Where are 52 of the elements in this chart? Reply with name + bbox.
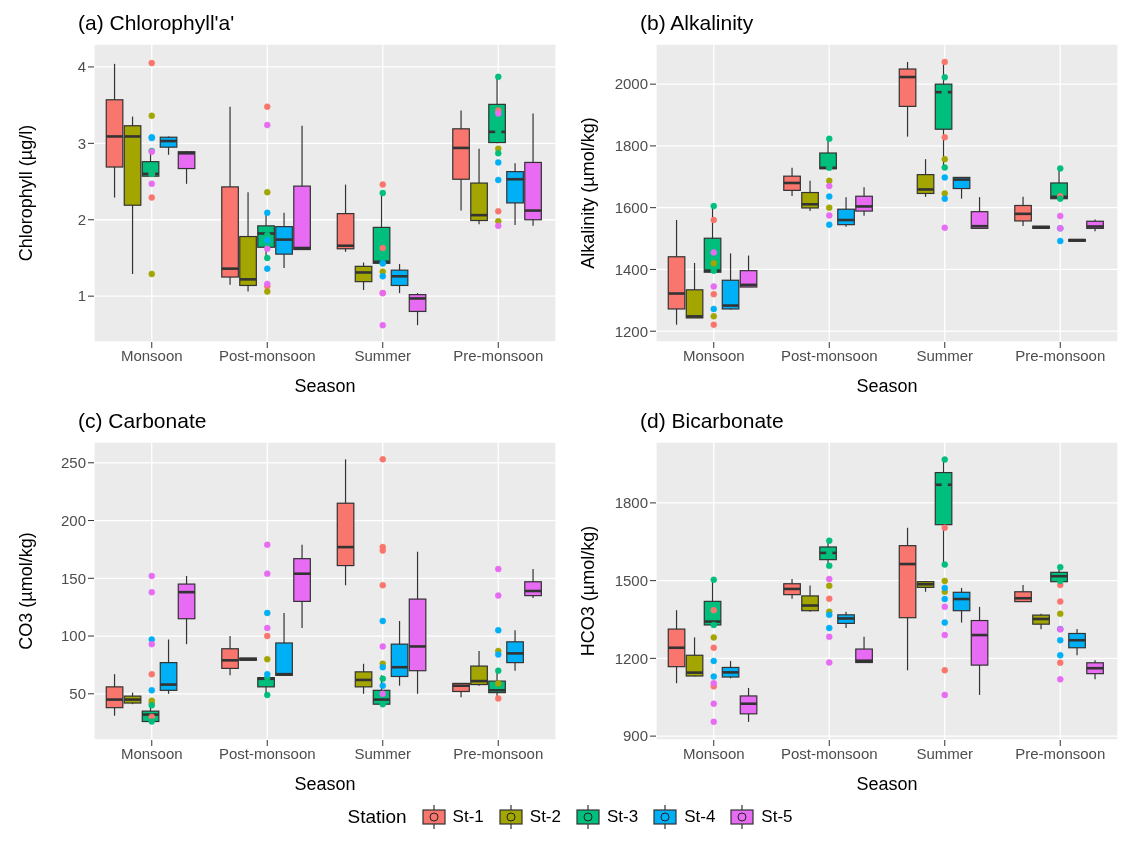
x-tick-label: Monsoon [120,346,183,364]
x-tick-label: Post-monsoon [780,744,878,762]
y-tick-label: 2 [77,211,86,229]
y-axis-title: CO3 (µmol/kg) [16,532,37,650]
x-tick-label: Pre-monsoon [453,744,544,762]
chart-title: (d) Bicarbonate [639,408,785,434]
x-tick-label: Summer [916,744,974,762]
y-tick-label: 3 [77,134,86,152]
y-tick-label: 2000 [614,75,648,93]
y-tick-label: 1600 [614,198,648,216]
y-tick-label: 1800 [614,137,648,155]
y-tick-label: 50 [69,685,86,703]
chart-title: (b) Alkalinity [639,10,755,36]
x-tick-label: Pre-monsoon [1015,744,1106,762]
x-tick-label: Pre-monsoon [1015,346,1106,364]
y-tick-label: 1200 [614,649,648,667]
y-tick-label: 150 [60,569,86,587]
y-axis-title: Chlorophyll (µg/l) [16,124,37,262]
y-axis-title: Alkalinity (µmol/kg) [578,117,599,269]
y-tick-label: 1400 [614,260,648,278]
y-tick-label: 1200 [614,322,648,340]
x-tick-label: Post-monsoon [780,346,878,364]
x-axis-title: Season [294,774,356,794]
y-tick-label: 1500 [614,571,648,589]
chart-title: (c) Carbonate [77,408,208,434]
y-tick-label: 200 [60,511,86,529]
x-tick-label: Monsoon [682,744,745,762]
y-tick-label: 100 [60,627,86,645]
x-tick-label: Post-monsoon [218,346,316,364]
legend-label: St-3 [606,807,639,827]
x-tick-label: Summer [916,346,974,364]
y-tick-label: 250 [60,454,86,472]
legend-label: St-4 [684,807,716,827]
x-axis-title: Season [856,376,918,396]
chart-title: (a) Chlorophyll'a' [77,10,236,36]
legend-title: Station [347,806,407,828]
y-tick-label: 1 [77,287,86,305]
x-tick-label: Post-monsoon [218,744,316,762]
y-tick-label: 900 [622,727,648,745]
legend-label: St-2 [529,807,561,827]
x-tick-label: Monsoon [120,744,183,762]
x-axis-title: Season [294,376,356,396]
x-tick-label: Monsoon [682,346,745,364]
y-tick-label: 1800 [614,494,648,512]
y-tick-label: 4 [77,58,86,76]
x-axis-title: Season [856,774,918,794]
legend-label: St-1 [452,807,484,827]
y-axis-title: HCO3 (µmol/kg) [578,525,599,657]
x-tick-label: Summer [354,346,412,364]
legend-label: St-5 [761,807,793,827]
x-tick-label: Summer [354,744,412,762]
x-tick-label: Pre-monsoon [453,346,544,364]
